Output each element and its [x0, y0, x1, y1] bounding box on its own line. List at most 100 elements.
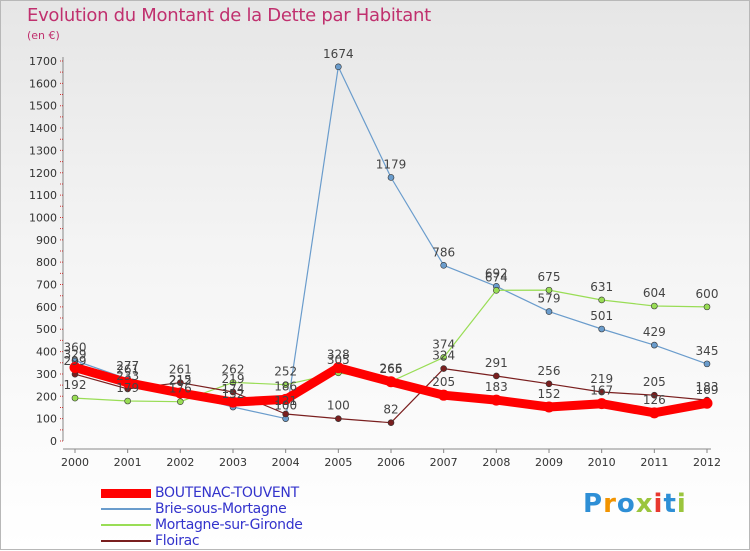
data-point — [282, 381, 289, 388]
data-point — [598, 296, 605, 304]
data-point — [124, 397, 131, 405]
data-label: 152 — [538, 387, 561, 401]
x-tick-label: 2012 — [693, 456, 721, 469]
y-tick-label: 600 — [36, 301, 57, 314]
data-label: 192 — [64, 378, 87, 392]
x-tick-label: 2008 — [482, 456, 510, 469]
data-point — [227, 396, 239, 408]
data-point — [71, 394, 79, 402]
data-label: 261 — [169, 363, 192, 377]
data-label: 266 — [380, 362, 403, 376]
logo-letter: t — [663, 489, 677, 519]
y-tick-label: 1100 — [29, 189, 57, 202]
data-label: 786 — [432, 245, 455, 259]
data-label: 1179 — [376, 157, 407, 171]
y-tick-label: 900 — [36, 234, 57, 247]
data-point — [387, 174, 395, 181]
data-point — [174, 387, 186, 399]
data-label: 169 — [696, 383, 719, 397]
data-point — [332, 362, 344, 374]
data-label: 579 — [538, 292, 561, 306]
data-point — [440, 354, 447, 361]
data-label: 121 — [274, 394, 297, 408]
data-point — [385, 376, 397, 388]
legend-label-mortagne: Mortagne-sur-Gironde — [155, 517, 303, 533]
logo-letter: o — [616, 489, 636, 519]
y-tick-label: 1200 — [29, 167, 57, 180]
x-tick-label: 2000 — [61, 456, 89, 469]
data-label: 265 — [380, 362, 403, 376]
logo-letter: i — [676, 489, 687, 519]
x-tick-label: 2001 — [114, 456, 142, 469]
data-label: 291 — [485, 356, 508, 370]
data-label: 329 — [64, 347, 87, 361]
y-tick-label: 400 — [36, 346, 57, 359]
y-tick-label: 100 — [36, 413, 57, 426]
data-point — [651, 391, 658, 399]
x-tick-label: 2003 — [219, 456, 247, 469]
data-point — [335, 415, 342, 422]
y-tick-label: 0 — [50, 435, 57, 448]
data-label: 183 — [696, 380, 719, 394]
data-label: 305 — [327, 353, 350, 367]
data-label: 233 — [116, 369, 139, 383]
data-label: 179 — [116, 381, 139, 395]
data-point — [651, 302, 658, 310]
data-label: 429 — [643, 325, 666, 339]
y-tick-label: 1600 — [29, 77, 57, 90]
data-point — [648, 407, 660, 419]
data-point — [229, 379, 237, 386]
data-point — [701, 397, 713, 409]
axes: 0 100 200 300 400 500 600 700 800 900 1000 1100 1200… — [29, 55, 721, 469]
data-label: 328 — [327, 348, 350, 362]
data-point — [490, 394, 502, 406]
legend-label-floirac: Floirac — [155, 533, 200, 549]
x-tick-label: 2009 — [535, 456, 563, 469]
y-tick-label: 700 — [36, 279, 57, 292]
logo-letter: r — [603, 489, 617, 519]
data-label: 674 — [485, 270, 508, 284]
data-point — [282, 410, 289, 418]
data-label: 600 — [696, 287, 719, 301]
data-point — [229, 388, 237, 396]
data-point — [122, 377, 134, 389]
x-tick-label: 2006 — [377, 456, 405, 469]
data-point — [493, 372, 500, 380]
data-point — [440, 365, 447, 372]
y-tick-label: 800 — [36, 256, 57, 269]
data-label: 219 — [222, 372, 245, 386]
data-label: 186 — [274, 379, 297, 393]
data-point — [69, 361, 81, 373]
data-label: 631 — [590, 280, 613, 294]
series-points — [69, 63, 713, 426]
data-point — [177, 379, 184, 386]
data-label: 256 — [538, 364, 561, 378]
data-label: 82 — [383, 403, 398, 417]
y-tick-label: 200 — [36, 390, 57, 403]
data-point — [387, 419, 395, 426]
y-tick-label: 1000 — [29, 211, 57, 224]
data-label: 215 — [169, 373, 192, 387]
data-point — [438, 389, 450, 401]
data-label: 692 — [485, 266, 508, 280]
legend-label-brie: Brie-sous-Mortagne — [155, 501, 287, 517]
x-tick-label: 2005 — [324, 456, 352, 469]
x-tick-label: 2004 — [272, 456, 300, 469]
legend-swatch-boutenac — [101, 489, 151, 498]
data-label: 252 — [274, 365, 297, 379]
data-label: 212 — [169, 374, 192, 388]
data-label: 324 — [432, 349, 455, 363]
data-point — [177, 398, 184, 405]
legend-label-boutenac: BOUTENAC-TOUVENT — [155, 485, 299, 501]
data-point — [280, 393, 292, 405]
data-label: 501 — [590, 309, 613, 323]
x-tick-label: 2007 — [430, 456, 458, 469]
y-tick-label: 1400 — [29, 122, 57, 135]
data-label: 1674 — [323, 47, 354, 61]
x-tick-label: 2002 — [166, 456, 194, 469]
y-tick-label: 500 — [36, 323, 57, 336]
y-tick-label: 300 — [36, 368, 57, 381]
logo-letter: P — [583, 489, 604, 519]
x-tick-label: 2010 — [588, 456, 616, 469]
chart-title: Evolution du Montant de la Dette par Hab… — [27, 5, 431, 26]
